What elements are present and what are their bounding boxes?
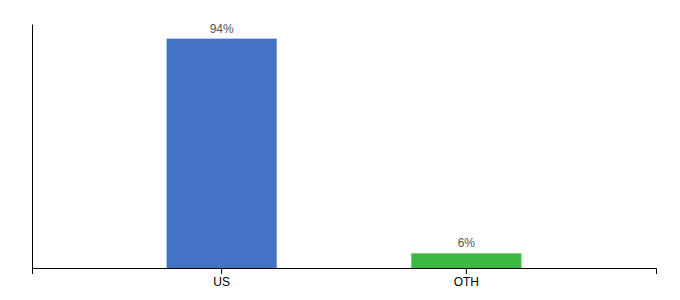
x-tick-label: US <box>213 275 230 289</box>
x-axis: US OTH <box>33 268 657 289</box>
bars <box>167 39 522 268</box>
y-axis-line <box>32 25 33 269</box>
chart-svg: US OTH 94% 6% <box>0 0 680 300</box>
x-tick-mark <box>221 268 222 274</box>
bar <box>411 253 521 268</box>
chart-container: US OTH 94% 6% <box>0 0 680 300</box>
x-tick: US <box>213 268 230 289</box>
data-label: 94% <box>210 22 234 36</box>
data-labels: 94% 6% <box>210 22 476 251</box>
x-tick-label: OTH <box>454 275 479 289</box>
y-axis <box>32 25 33 269</box>
x-tick: OTH <box>454 268 479 289</box>
data-label: 6% <box>458 236 476 250</box>
x-axis-line <box>33 269 657 275</box>
plot-area: US OTH <box>33 25 657 289</box>
x-tick-mark <box>466 268 467 274</box>
bar <box>167 39 277 268</box>
